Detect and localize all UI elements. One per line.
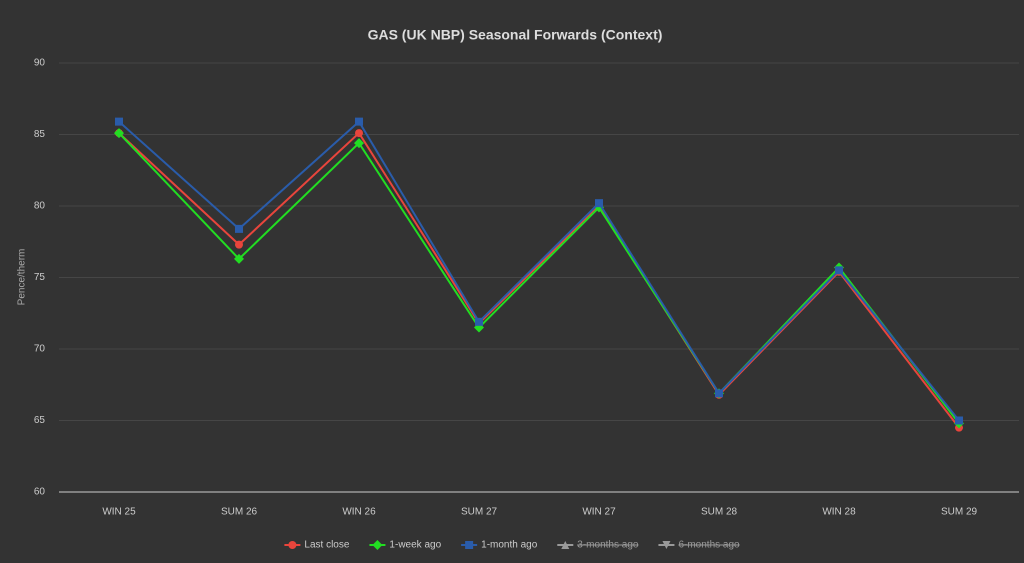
y-axis-label: Pence/therm [17, 249, 28, 306]
y-tick-label: 60 [34, 487, 46, 498]
marker [955, 416, 963, 425]
legend-label: 1-month ago [481, 540, 538, 551]
marker [288, 541, 297, 549]
marker [235, 224, 243, 233]
y-tick-label: 70 [34, 344, 46, 355]
marker [234, 253, 244, 264]
y-tick-label: 75 [34, 272, 46, 283]
marker [715, 389, 723, 398]
marker [595, 199, 603, 208]
y-tick-label: 85 [34, 129, 46, 140]
marker [115, 117, 123, 126]
y-tick-label: 90 [34, 58, 46, 69]
series-line [118, 132, 960, 424]
marker [235, 240, 243, 249]
marker [835, 266, 843, 275]
x-tick-label: WIN 27 [582, 507, 616, 518]
x-tick-label: SUM 29 [941, 507, 978, 518]
x-tick-label: WIN 28 [822, 507, 856, 518]
chart-title: GAS (UK NBP) Seasonal Forwards (Context) [368, 27, 663, 43]
legend-label: Last close [304, 540, 349, 551]
marker [372, 540, 383, 550]
legend-label: 1-week ago [389, 540, 441, 551]
marker [355, 117, 363, 126]
marker [355, 129, 363, 138]
marker [662, 541, 671, 549]
x-tick-label: SUM 26 [221, 507, 258, 518]
legend: Last close 1-week ago 1-month ago 3-months … [284, 540, 740, 551]
x-tick-label: SUM 28 [701, 507, 738, 518]
marker [354, 138, 364, 149]
x-tick-label: WIN 26 [342, 507, 376, 518]
y-tick-label: 65 [34, 415, 46, 426]
x-tick-label: SUM 27 [461, 507, 498, 518]
marker [465, 541, 474, 549]
x-tick-label: WIN 25 [102, 507, 136, 518]
marker [561, 541, 570, 549]
series-line [118, 120, 960, 422]
marker [475, 317, 483, 326]
marker [114, 128, 124, 139]
y-tick-label: 80 [34, 201, 46, 212]
